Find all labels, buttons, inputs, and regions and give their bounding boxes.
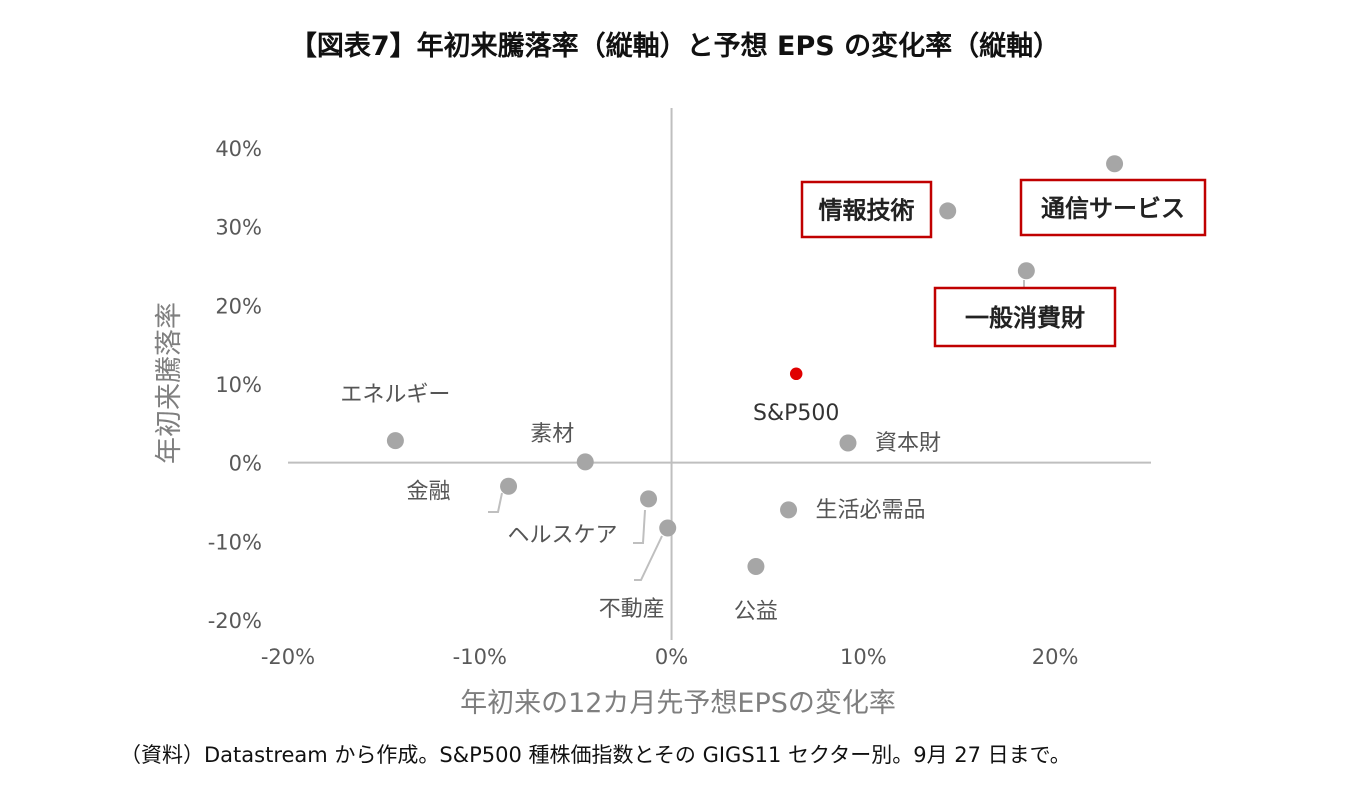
data-point xyxy=(500,477,518,495)
x-axis-title: 年初来の12カ月先予想EPSの変化率 xyxy=(460,688,896,719)
data-label: 金融 xyxy=(407,479,451,504)
data-label: S&P500 xyxy=(753,401,839,426)
y-tick-label: 0% xyxy=(229,452,262,476)
data-point xyxy=(640,490,658,508)
y-tick-label: 30% xyxy=(215,216,262,240)
y-tick-label: -20% xyxy=(208,609,262,633)
leader-line xyxy=(634,535,663,581)
data-point xyxy=(659,519,677,537)
data-point xyxy=(839,434,857,452)
data-label: 情報技術 xyxy=(819,197,915,225)
data-label: 公益 xyxy=(734,600,778,625)
source-footnote: （資料）Datastream から作成。S&P500 種株価指数とその GIGS… xyxy=(120,743,1071,767)
data-label: 資本財 xyxy=(875,431,941,456)
x-tick-label: -20% xyxy=(261,645,315,669)
data-point xyxy=(939,202,957,220)
data-point xyxy=(1106,155,1124,173)
data-label: 素材 xyxy=(530,422,574,447)
leader-line xyxy=(633,509,646,544)
y-tick-label: -10% xyxy=(208,530,262,554)
label-box xyxy=(800,180,933,239)
data-label: 不動産 xyxy=(599,597,665,622)
data-label: ヘルスケア xyxy=(508,523,618,548)
x-tick-label: 10% xyxy=(840,645,887,669)
scatter-chart: 40% 30% 20% 10% 0% -10% -20% -20% -10% 0% 10% 20% 年初… xyxy=(154,108,1207,719)
data-point xyxy=(576,453,594,471)
data-point xyxy=(747,558,765,576)
y-tick-label: 10% xyxy=(215,373,262,397)
x-tick-label: -10% xyxy=(453,645,507,669)
leader-line xyxy=(488,492,503,513)
label-box xyxy=(933,286,1117,348)
data-label: 一般消費財 xyxy=(965,304,1085,332)
data-point xyxy=(386,432,404,450)
label-box xyxy=(1019,178,1207,237)
y-tick-label: 40% xyxy=(215,137,262,161)
data-point xyxy=(780,501,798,519)
data-point xyxy=(788,366,804,382)
y-axis-title: 年初来騰落率 xyxy=(154,302,185,464)
data-label: エネルギー xyxy=(340,383,450,408)
data-label: 生活必需品 xyxy=(816,498,926,523)
x-tick-label: 0% xyxy=(655,645,688,669)
data-point xyxy=(1017,262,1035,280)
data-label: 通信サービス xyxy=(1041,195,1185,223)
x-tick-label: 20% xyxy=(1032,645,1079,669)
y-tick-label: 20% xyxy=(215,294,262,318)
page-title: 【図表7】年初来騰落率（縦軸）と予想 EPS の変化率（縦軸） xyxy=(289,31,1061,62)
